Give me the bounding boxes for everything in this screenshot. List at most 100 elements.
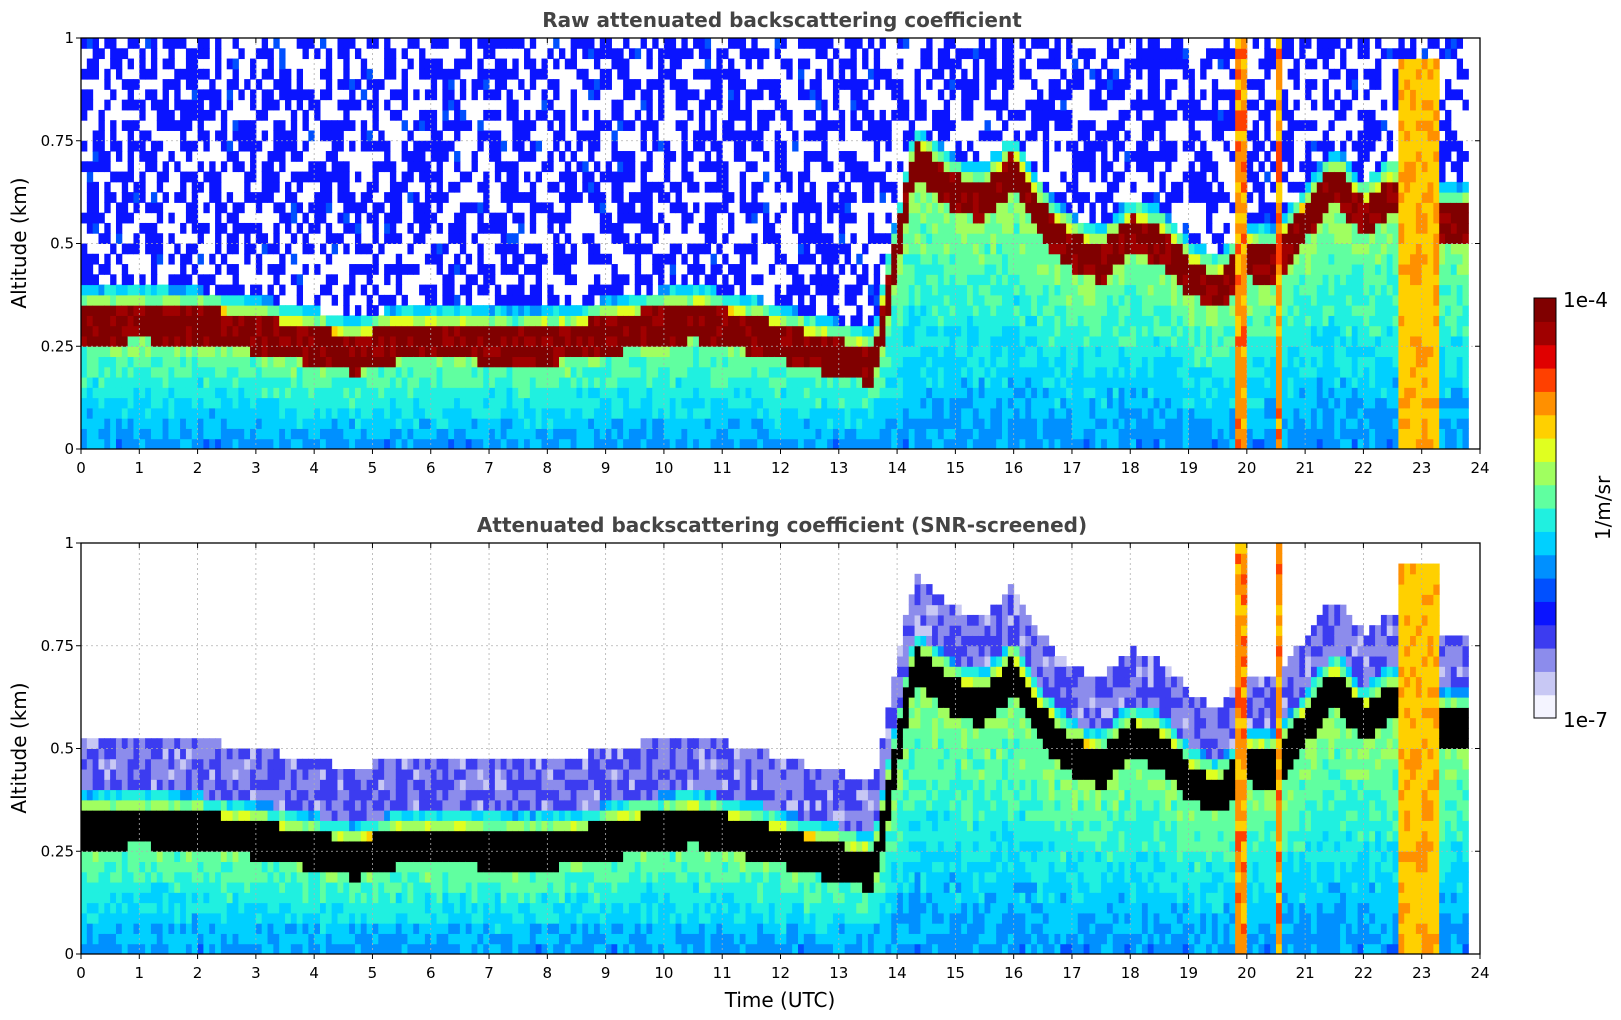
heat-cell	[139, 181, 146, 193]
heat-cell	[238, 397, 245, 409]
heat-cell	[209, 109, 216, 121]
heat-cell	[215, 212, 222, 224]
heat-cell	[180, 305, 187, 316]
heat-cell	[267, 387, 274, 399]
heat-cell	[162, 407, 169, 419]
heat-cell	[1007, 192, 1015, 203]
heat-cell	[401, 438, 408, 450]
heat-cell	[1025, 264, 1032, 275]
heat-cell	[832, 48, 840, 60]
heat-cell	[675, 315, 682, 327]
heat-cell	[250, 140, 257, 152]
heat-cell	[156, 397, 164, 409]
heat-cell	[628, 161, 636, 173]
heat-cell	[203, 397, 210, 409]
heat-cell	[150, 377, 158, 388]
heat-cell	[180, 222, 187, 234]
heat-cell	[722, 274, 729, 286]
heat-cell	[407, 151, 414, 162]
heat-cell	[681, 305, 688, 316]
heat-cell	[337, 397, 344, 409]
heat-cell	[967, 192, 974, 203]
heat-cell	[844, 243, 851, 255]
heat-cell	[669, 346, 677, 358]
heat-cell	[477, 438, 484, 450]
heat-cell	[384, 294, 391, 306]
heat-cell	[623, 151, 630, 162]
heat-cell	[675, 243, 682, 255]
heat-cell	[687, 346, 694, 358]
heat-cell	[115, 140, 123, 152]
heat-cell	[937, 377, 945, 388]
heat-cell	[1083, 264, 1090, 275]
heat-cell	[115, 294, 123, 306]
heat-cell	[110, 325, 117, 337]
heat-cell	[990, 418, 997, 429]
heat-cell	[296, 99, 304, 111]
heat-cell	[593, 130, 601, 142]
heat-cell	[524, 418, 531, 429]
heat-cell	[98, 48, 105, 60]
heat-cell	[1031, 366, 1038, 378]
heat-cell	[832, 377, 840, 388]
heat-cell	[984, 212, 991, 224]
heat-cell	[844, 253, 851, 265]
heat-cell	[1077, 192, 1085, 203]
heat-cell	[873, 315, 881, 327]
heat-cell	[209, 274, 216, 286]
heat-cell	[1048, 48, 1055, 60]
heat-cell	[634, 192, 642, 203]
heat-cell	[1060, 346, 1067, 358]
heat-cell	[314, 428, 321, 440]
heat-cell	[582, 387, 589, 399]
heat-cell	[786, 284, 793, 296]
heat-cell	[238, 89, 245, 101]
heat-cell	[325, 181, 333, 193]
heat-cell	[494, 335, 502, 347]
heat-cell	[81, 109, 88, 121]
heat-cell	[687, 264, 694, 275]
heat-cell	[500, 253, 508, 265]
heat-cell	[588, 325, 595, 337]
heat-cell	[599, 79, 607, 90]
heat-cell	[541, 202, 548, 214]
heat-cell	[226, 346, 234, 358]
heat-cell	[815, 212, 822, 224]
heat-cell	[856, 38, 863, 49]
heat-cell	[832, 438, 840, 450]
heat-cell	[1013, 397, 1020, 409]
heat-cell	[628, 438, 636, 450]
heat-cell	[937, 428, 945, 440]
heat-cell	[687, 243, 694, 255]
heat-cell	[424, 438, 432, 450]
heat-cell	[174, 418, 181, 429]
heat-cell	[285, 397, 292, 409]
heat-cell	[156, 356, 164, 368]
heat-cell	[279, 48, 286, 60]
heat-cell	[104, 407, 111, 419]
heat-cell	[634, 284, 642, 296]
heat-cell	[401, 407, 408, 419]
heat-cell	[623, 89, 630, 101]
heat-cell	[209, 438, 216, 450]
heat-cell	[232, 58, 239, 70]
heat-cell	[372, 418, 379, 429]
heat-cell	[879, 284, 886, 296]
heat-cell	[273, 274, 280, 286]
heat-cell	[162, 305, 169, 316]
heat-cell	[675, 305, 682, 316]
heat-cell	[174, 243, 181, 255]
heat-cell	[430, 407, 438, 419]
heat-cell	[215, 99, 222, 111]
heat-cell	[325, 130, 333, 142]
heat-cell	[949, 274, 956, 286]
heat-cell	[815, 428, 822, 440]
heat-cell	[349, 325, 356, 337]
heat-cell	[961, 274, 968, 286]
heat-cell	[162, 438, 169, 450]
heat-cell	[424, 377, 432, 388]
heat-cell	[238, 202, 245, 214]
heat-cell	[372, 38, 379, 49]
heat-cell	[389, 212, 397, 224]
heat-cell	[1089, 68, 1096, 80]
